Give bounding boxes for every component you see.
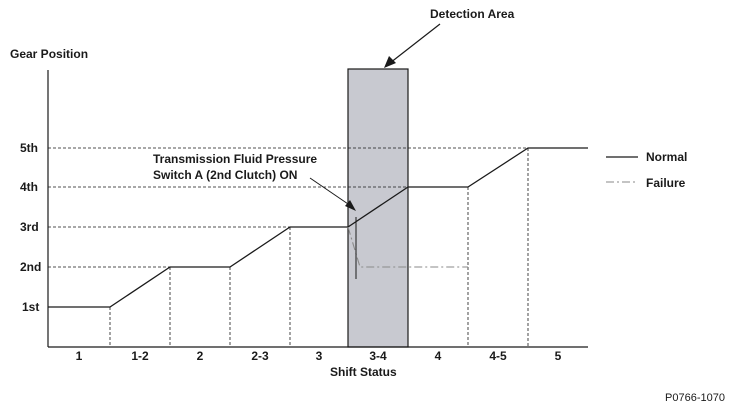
callout-line-2: Switch A (2nd Clutch) ON [153, 168, 297, 182]
shift-label-4-5: 4-5 [489, 349, 507, 363]
shift-label-4: 4 [435, 349, 442, 363]
shift-label-2-3: 2-3 [251, 349, 269, 363]
shift-label-3-4: 3-4 [369, 349, 387, 363]
detection-area-box [347, 68, 409, 348]
gear-guide-lines [48, 147, 528, 308]
legend: Normal Failure [606, 150, 687, 190]
y-axis-title: Gear Position [10, 47, 88, 61]
legend-normal-label: Normal [646, 150, 687, 164]
gear-label-2nd: 2nd [20, 260, 41, 274]
x-axis-title: Shift Status [330, 365, 397, 379]
detection-area-label: Detection Area [430, 7, 515, 21]
callout-line-1: Transmission Fluid Pressure [153, 152, 317, 166]
figure-code: P0766-1070 [665, 392, 725, 404]
gear-label-5th: 5th [20, 141, 38, 155]
gear-label-3rd: 3rd [20, 220, 39, 234]
normal-line [48, 147, 588, 308]
detection-area-arrow [384, 23, 441, 68]
shift-label-1: 1 [76, 349, 83, 363]
failure-line [347, 226, 468, 268]
callout-arrow [309, 177, 356, 211]
gear-labels: 1st 2nd 3rd 4th 5th [20, 141, 41, 314]
shift-label-5: 5 [555, 349, 562, 363]
gear-label-4th: 4th [20, 180, 38, 194]
shift-status-labels: 1 1-2 2 2-3 3 3-4 4 4-5 5 [76, 349, 562, 363]
gear-label-1st: 1st [22, 300, 39, 314]
shift-label-2: 2 [197, 349, 204, 363]
shift-label-3: 3 [316, 349, 323, 363]
shift-label-1-2: 1-2 [131, 349, 149, 363]
legend-failure-label: Failure [646, 176, 686, 190]
